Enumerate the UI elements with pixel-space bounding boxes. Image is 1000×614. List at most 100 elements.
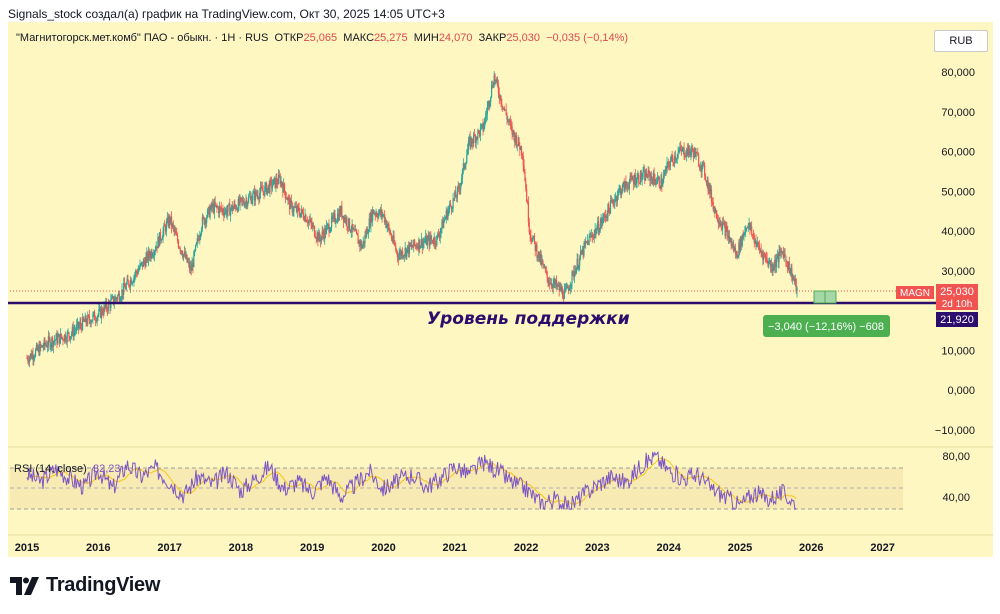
candle-body	[328, 224, 330, 233]
candle-body	[633, 174, 636, 185]
candle-body	[621, 184, 624, 192]
candle-body	[613, 202, 615, 205]
candle-body	[528, 222, 530, 233]
candle-body	[579, 250, 582, 258]
candle-body	[61, 337, 63, 339]
candle-body	[605, 216, 607, 219]
candle-body	[339, 209, 341, 215]
candle-body	[200, 233, 202, 236]
candle-body	[215, 204, 217, 206]
candle-body	[556, 285, 559, 287]
rsi-axis-tick: 80,00	[942, 451, 970, 463]
time-axis-tick: 2019	[300, 542, 324, 554]
candle-body	[510, 123, 512, 127]
candle-body	[513, 130, 515, 135]
candle-body	[609, 200, 612, 214]
candle-body	[599, 223, 601, 231]
candle-body	[253, 191, 256, 201]
candle-body	[505, 109, 507, 115]
candle-body	[218, 206, 221, 214]
candle-body	[235, 205, 237, 210]
rsi-axis-tick: 40,00	[942, 492, 970, 504]
candle-body	[127, 278, 129, 282]
candle-body	[330, 216, 333, 228]
candle-body	[57, 336, 59, 344]
candle-body	[44, 339, 46, 345]
candle-body	[56, 334, 58, 344]
candle-body	[236, 208, 238, 210]
candle-body	[360, 241, 362, 247]
candle-body	[697, 153, 699, 156]
candle-body	[172, 223, 174, 227]
candle-body	[672, 157, 674, 163]
candle-body	[487, 101, 489, 107]
candle-body	[512, 130, 514, 135]
candle-body	[755, 240, 757, 247]
candle-body	[562, 288, 564, 297]
candle-body	[335, 222, 337, 224]
candle-body	[730, 238, 732, 246]
candle-body	[451, 208, 453, 210]
candle-body	[541, 260, 543, 265]
price-axis-tick: 0,000	[947, 385, 975, 397]
candle-body	[402, 255, 405, 258]
candle-body	[435, 243, 437, 245]
candle-body	[791, 268, 793, 280]
candle-body	[761, 252, 763, 254]
candle-body	[566, 285, 568, 289]
measure-label-box	[763, 315, 890, 337]
candle-body	[336, 221, 338, 223]
candle-body	[524, 171, 526, 182]
candle-body	[632, 179, 634, 181]
candle-body	[662, 175, 665, 183]
candle-body	[508, 120, 511, 122]
candle-body	[237, 198, 239, 212]
tradingview-logo[interactable]: TradingView	[10, 574, 160, 597]
candle-body	[403, 254, 405, 256]
candle-body	[250, 196, 252, 204]
candle-body	[717, 220, 719, 224]
candle-body	[649, 172, 651, 181]
candle-body	[480, 124, 482, 128]
candle-body	[630, 175, 632, 177]
ticker-tag: MAGN	[900, 288, 930, 299]
candle-body	[498, 93, 500, 99]
candle-body	[676, 157, 678, 159]
candle-body	[271, 180, 273, 189]
candle-body	[559, 286, 561, 291]
candle-body	[431, 239, 434, 243]
candle-body	[681, 148, 683, 152]
currency-selector[interactable]: RUB	[934, 30, 988, 52]
candle-body	[706, 180, 708, 184]
candle-body	[104, 305, 106, 308]
candle-body	[59, 333, 61, 344]
candle-body	[160, 240, 162, 241]
candle-body	[478, 130, 480, 131]
candle-body	[199, 235, 201, 241]
candle-body	[629, 175, 631, 183]
time-axis-tick: 2017	[157, 542, 181, 554]
candle-body	[668, 161, 670, 165]
candle-body	[703, 162, 705, 165]
candle-body	[682, 147, 684, 149]
candle-body	[381, 210, 383, 217]
candle-body	[146, 252, 148, 257]
candle-body	[762, 253, 764, 260]
candle-body	[739, 242, 741, 251]
candle-body	[135, 271, 137, 275]
candle-body	[745, 227, 748, 229]
candle-body	[785, 256, 787, 262]
candle-body	[712, 201, 714, 210]
candle-body	[407, 245, 410, 254]
candle-body	[674, 155, 676, 164]
candle-body	[307, 221, 309, 224]
candle-body	[374, 213, 376, 215]
candle-body	[767, 262, 769, 266]
candle-body	[454, 191, 456, 199]
candle-body	[477, 130, 479, 139]
candle-body	[471, 137, 473, 143]
candle-body	[319, 238, 322, 242]
candle-body	[758, 245, 760, 250]
candle-body	[239, 197, 241, 205]
